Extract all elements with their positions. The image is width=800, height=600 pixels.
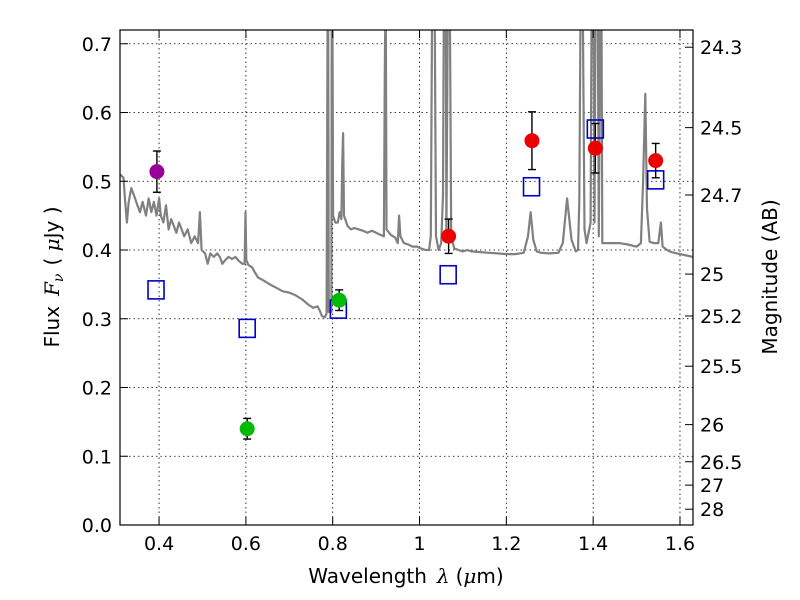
y-axis-label-unit-mu: μ — [40, 238, 64, 251]
observed-point-purple — [149, 164, 165, 180]
observed-point-red — [441, 228, 457, 244]
y-tick-label: 0.7 — [82, 34, 112, 56]
y-tick-label: 0.5 — [82, 171, 112, 193]
y-axis-label-unit-rest: Jy ) — [40, 206, 64, 240]
y2-tick-label: 27 — [700, 475, 724, 497]
plot-area — [120, 30, 693, 319]
observed-point-red — [524, 133, 540, 149]
x-axis-label-unit-rest: m) — [476, 564, 503, 588]
y2-tick-label: 25.2 — [700, 306, 742, 328]
x-tick-label: 1.6 — [665, 533, 695, 555]
y2-tick-label: 24.7 — [700, 185, 742, 207]
x-tick-label: 0.8 — [318, 533, 348, 555]
x-axis-label-text: Wavelength — [308, 564, 427, 588]
observed-point-red — [587, 140, 603, 156]
model-photometry-point — [439, 264, 457, 285]
ticks: 0.4 0.6 0.8 1 1.2 1.4 1.6 0.0 0.1 0.2 0.3 0.4 0.5 0.6… — [82, 30, 742, 555]
y-tick-label: 0.2 — [82, 378, 112, 400]
y2-tick-label: 25.5 — [700, 356, 742, 378]
y2-tick-label: 28 — [700, 499, 724, 521]
y2-tick-label: 26 — [700, 415, 724, 437]
plot-frame — [119, 29, 694, 526]
y2-tick-label: 24.5 — [700, 118, 742, 140]
x-axis-label: Wavelength λ (μm) — [308, 564, 503, 588]
y-tick-label: 0.4 — [82, 240, 112, 262]
x-tick-label: 0.6 — [231, 533, 261, 555]
y-tick-label: 0.0 — [82, 515, 112, 537]
plot-background — [120, 30, 693, 525]
model-photometry-point — [147, 280, 165, 300]
y2-tick-label: 25 — [700, 264, 724, 286]
model-spectrum-line — [120, 30, 693, 319]
model-photometry-point — [522, 176, 541, 197]
x-tick-label: 1 — [413, 533, 425, 555]
y-tick-label: 0.1 — [82, 446, 112, 468]
y2-tick-label: 26.5 — [700, 452, 742, 474]
y-axis-label-subscript: ν — [51, 273, 67, 282]
right-axis-label: Magnitude (AB) — [758, 199, 782, 354]
x-tick-label: 1.4 — [578, 533, 608, 555]
y-axis-label-symbol: F — [40, 281, 64, 297]
y-axis-label-unit-prefix: ( — [40, 251, 64, 265]
x-axis-label-unit-mu: μ — [463, 564, 476, 588]
y-axis-label-text: Flux — [40, 306, 64, 348]
x-tick-label: 0.4 — [144, 533, 174, 555]
y2-tick-label: 24.3 — [700, 37, 742, 59]
markers — [147, 111, 665, 440]
x-axis-label-unit-prefix: ( — [456, 564, 464, 588]
observed-point-green — [239, 421, 255, 437]
y-tick-label: 0.6 — [82, 103, 112, 125]
x-tick-label: 1.2 — [491, 533, 521, 555]
x-axis-label-symbol: λ — [436, 564, 450, 588]
y-tick-label: 0.3 — [82, 309, 112, 331]
observed-point-green — [331, 292, 347, 308]
model-photometry-point — [238, 318, 256, 339]
y-axis-label: Flux Fν ( μJy ) — [40, 206, 67, 347]
observed-point-red — [648, 153, 664, 169]
